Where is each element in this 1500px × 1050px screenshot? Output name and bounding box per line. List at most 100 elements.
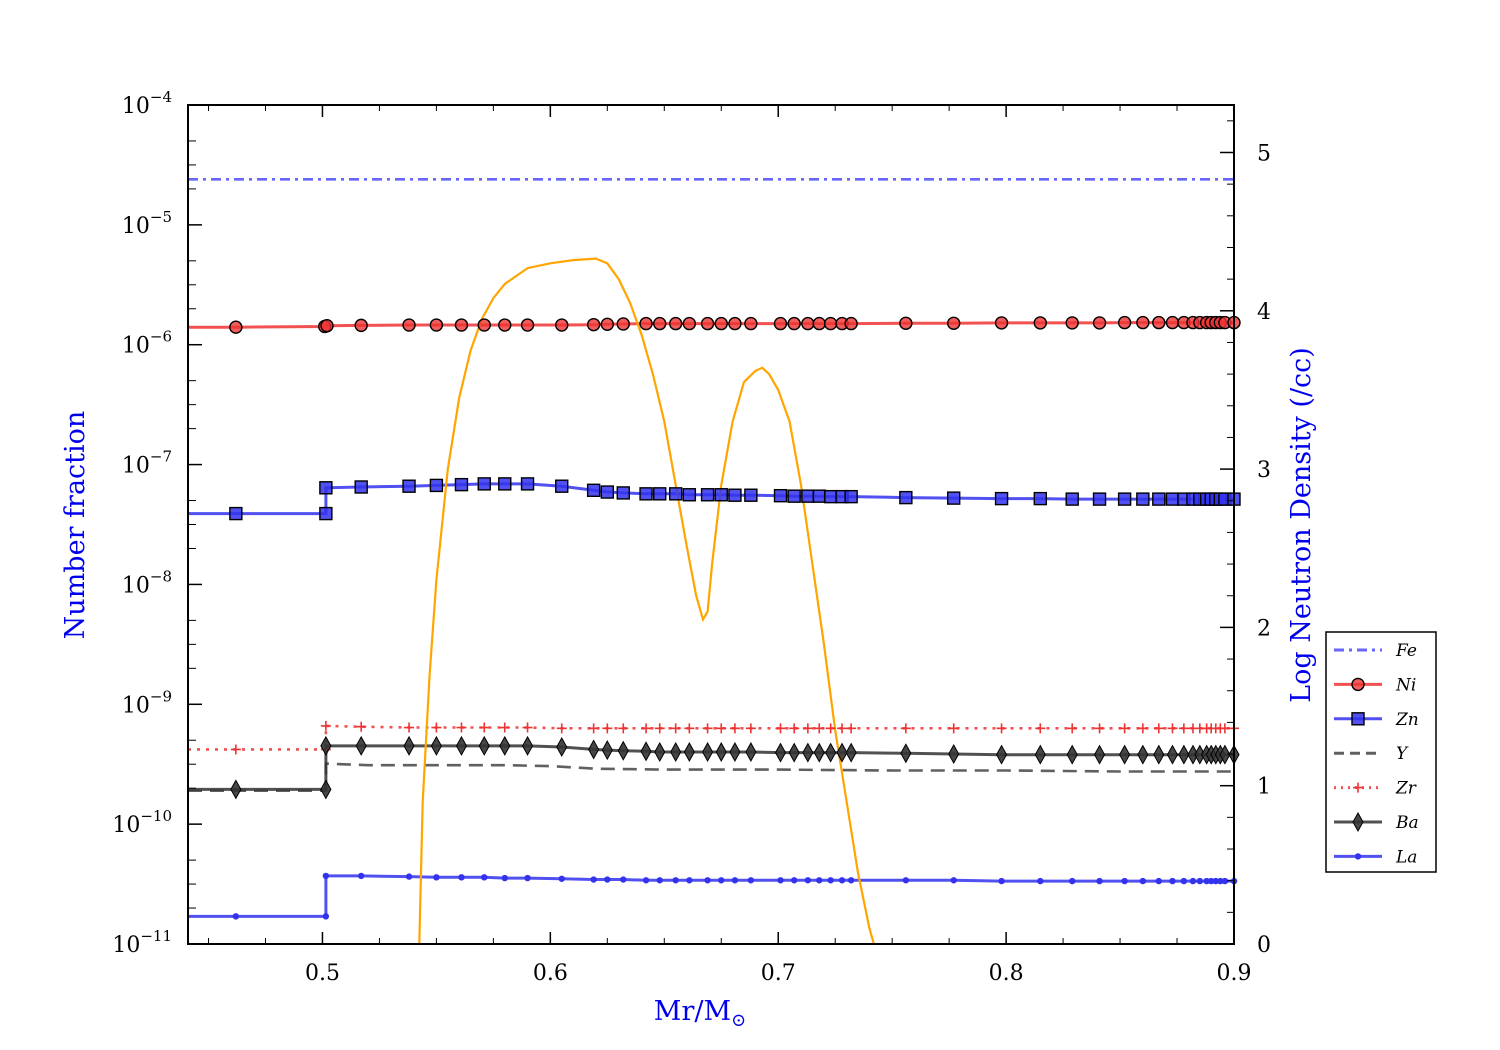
marker-layer bbox=[229, 315, 1241, 920]
data-point-ni bbox=[668, 316, 683, 331]
legend-marker-ba bbox=[1352, 811, 1364, 833]
legend-marker-la bbox=[1354, 853, 1362, 860]
data-point-ni bbox=[1033, 316, 1047, 330]
data-point-ni bbox=[402, 318, 416, 332]
data-point-zr bbox=[1219, 723, 1230, 734]
data-point-ba bbox=[601, 740, 613, 761]
data-point-zn bbox=[994, 491, 1009, 506]
data-point-ba bbox=[802, 742, 814, 763]
data-point-la bbox=[777, 877, 784, 884]
data-point-zn bbox=[1065, 492, 1079, 506]
data-point-ni bbox=[823, 316, 838, 331]
data-point-ba bbox=[845, 742, 857, 763]
plot-area bbox=[188, 105, 1234, 944]
legend-label-la: La bbox=[1395, 847, 1417, 867]
data-point-ni bbox=[801, 316, 815, 331]
x-axis-label: Mr/M⊙ bbox=[654, 996, 746, 1031]
data-point-ba bbox=[813, 742, 825, 763]
data-point-zn bbox=[1117, 492, 1132, 506]
data-point-ba bbox=[715, 741, 727, 763]
data-point-zn bbox=[700, 488, 715, 502]
data-point-ba bbox=[729, 741, 741, 763]
data-point-zr bbox=[320, 720, 331, 731]
data-point-ni bbox=[994, 316, 1009, 330]
data-point-la bbox=[642, 877, 650, 884]
data-point-zn bbox=[454, 477, 469, 492]
data-point-zn bbox=[1165, 492, 1180, 506]
data-point-ni bbox=[899, 316, 913, 330]
data-point-la bbox=[827, 877, 834, 884]
legend-label-zn: Zn bbox=[1395, 710, 1419, 730]
data-point-ni bbox=[714, 316, 728, 331]
y2-tick-label: 5 bbox=[1257, 141, 1271, 166]
data-point-la bbox=[1221, 877, 1229, 885]
data-point-la bbox=[1203, 877, 1210, 885]
data-point-zr bbox=[789, 723, 800, 734]
data-point-zr bbox=[702, 723, 713, 734]
y-axis-label: Number fraction bbox=[60, 411, 91, 640]
data-point-zn bbox=[714, 488, 728, 502]
data-point-la bbox=[718, 877, 725, 884]
data-point-la bbox=[1189, 877, 1197, 885]
data-point-zn bbox=[477, 477, 491, 491]
data-point-ba bbox=[640, 741, 652, 762]
data-point-ni bbox=[520, 318, 535, 332]
data-point-la bbox=[405, 873, 413, 880]
data-point-zn bbox=[728, 488, 742, 502]
data-point-ni bbox=[354, 318, 368, 333]
data-point-zn bbox=[600, 485, 615, 499]
data-point-ba bbox=[1066, 744, 1078, 765]
data-point-zr bbox=[456, 722, 467, 733]
data-point-ba bbox=[355, 735, 367, 756]
x-tick-label: 0.9 bbox=[1217, 961, 1252, 986]
data-point-ni bbox=[616, 317, 630, 331]
data-point-zr bbox=[556, 723, 567, 734]
data-point-zr bbox=[1153, 723, 1164, 734]
y-axis: 10−4 10−5 10−6 10−7 10−8 10−9 10−10 10−11 bbox=[112, 88, 202, 958]
data-point-zn bbox=[787, 489, 801, 503]
data-point-ba bbox=[430, 735, 442, 756]
data-point-ba bbox=[403, 735, 415, 756]
data-point-la bbox=[501, 874, 508, 882]
data-point-ni bbox=[1152, 315, 1166, 330]
data-point-ba bbox=[1093, 744, 1106, 765]
data-point-zr bbox=[846, 723, 857, 734]
data-point-ba bbox=[588, 739, 600, 760]
data-point-la bbox=[686, 877, 693, 884]
data-point-la bbox=[838, 877, 846, 884]
data-point-zr bbox=[729, 723, 740, 734]
data-point-ni bbox=[555, 318, 569, 332]
legend-marker-zr bbox=[1353, 782, 1363, 793]
data-point-zn bbox=[429, 478, 444, 493]
data-point-zn bbox=[616, 486, 630, 500]
data-point-zr bbox=[522, 722, 533, 733]
data-point-zr bbox=[1067, 723, 1078, 734]
data-point-ni bbox=[639, 316, 653, 331]
data-point-la bbox=[1169, 877, 1176, 885]
data-point-ni bbox=[229, 320, 243, 334]
data-point-zn bbox=[682, 488, 697, 502]
data-point-zn bbox=[498, 477, 512, 491]
data-point-la bbox=[847, 877, 855, 884]
data-point-zn bbox=[653, 487, 667, 501]
x-tick-label: 0.5 bbox=[305, 961, 340, 986]
data-point-la bbox=[1155, 877, 1162, 885]
data-point-zn bbox=[586, 483, 601, 498]
data-point-ba bbox=[521, 735, 534, 756]
data-point-zn bbox=[801, 489, 815, 503]
data-point-zr bbox=[641, 723, 652, 734]
data-point-ba bbox=[230, 779, 242, 800]
data-point-la bbox=[590, 876, 597, 883]
data-point-ba bbox=[1219, 744, 1231, 765]
legend-label-y: Y bbox=[1396, 744, 1409, 764]
data-point-zn bbox=[354, 480, 368, 494]
data-point-la bbox=[1139, 877, 1147, 885]
data-point-ba bbox=[774, 742, 787, 763]
data-point-la bbox=[1069, 877, 1076, 885]
y-tick-label: 10−7 bbox=[122, 448, 172, 479]
data-point-ba bbox=[1034, 744, 1046, 765]
data-point-zn bbox=[823, 489, 838, 504]
data-point-la bbox=[804, 877, 812, 884]
data-point-la bbox=[998, 877, 1005, 885]
data-point-ba bbox=[836, 742, 848, 763]
